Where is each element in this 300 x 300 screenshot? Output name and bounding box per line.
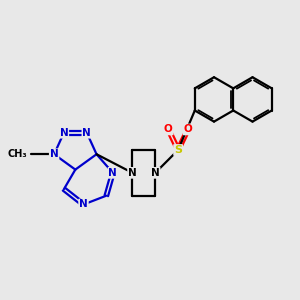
Text: N: N — [82, 128, 91, 138]
Text: N: N — [79, 200, 88, 209]
Text: N: N — [109, 168, 117, 178]
Text: S: S — [174, 145, 182, 155]
Text: N: N — [59, 128, 68, 138]
Text: CH₃: CH₃ — [8, 149, 27, 159]
Text: O: O — [164, 124, 173, 134]
Text: N: N — [128, 168, 137, 178]
Text: N: N — [151, 168, 160, 178]
Text: O: O — [184, 124, 192, 134]
Text: N: N — [50, 149, 58, 159]
